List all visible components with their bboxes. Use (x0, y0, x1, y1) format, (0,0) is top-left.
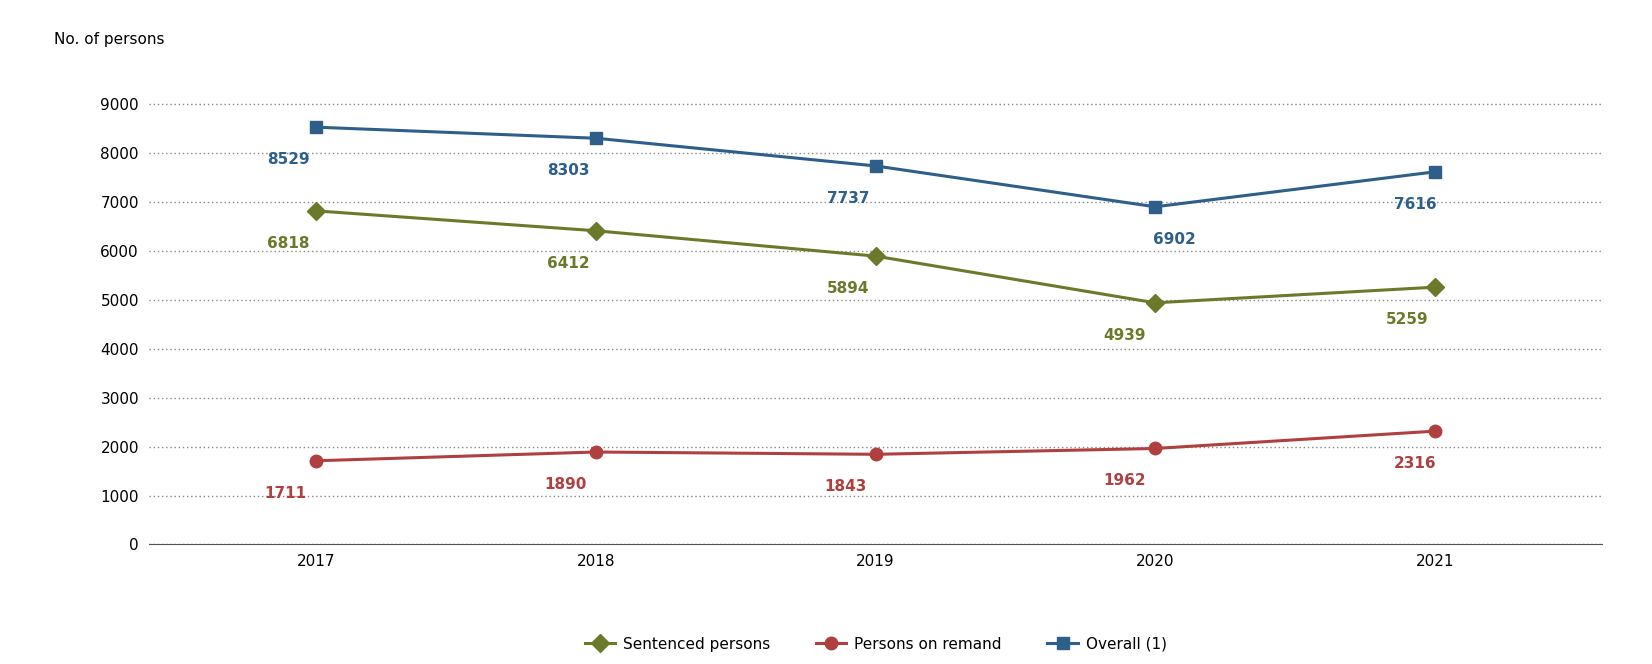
Text: 6818: 6818 (268, 236, 311, 251)
Text: 1962: 1962 (1104, 473, 1146, 489)
Text: 5259: 5259 (1386, 312, 1429, 327)
Text: 2316: 2316 (1394, 456, 1437, 471)
Text: 7737: 7737 (826, 191, 869, 206)
Text: 1711: 1711 (264, 486, 307, 501)
Text: 4939: 4939 (1104, 328, 1146, 343)
Text: 8303: 8303 (547, 163, 590, 178)
Text: 1890: 1890 (544, 477, 586, 492)
Text: 1843: 1843 (824, 479, 866, 494)
Text: 5894: 5894 (826, 281, 869, 296)
Text: 6412: 6412 (547, 256, 590, 271)
Text: 6902: 6902 (1153, 232, 1196, 247)
Text: No. of persons: No. of persons (55, 32, 165, 47)
Legend: Sentenced persons, Persons on remand, Overall (1): Sentenced persons, Persons on remand, Ov… (578, 630, 1173, 657)
Text: 7616: 7616 (1394, 197, 1437, 212)
Text: 8529: 8529 (268, 152, 311, 167)
